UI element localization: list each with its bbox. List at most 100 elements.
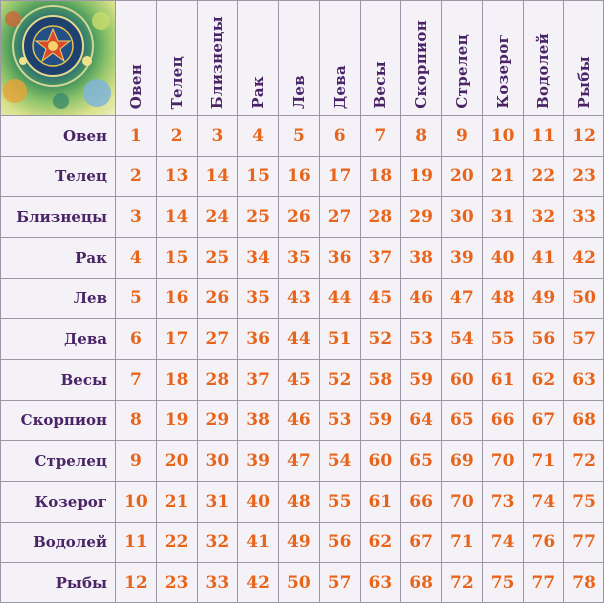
cell-value: 72 [572,451,596,472]
table-cell: 7 [115,358,156,400]
table-cell: 69 [441,440,482,481]
table-cell: 2 [155,115,197,156]
row-header-sign-10: Козерог [0,480,115,522]
cell-value: 65 [409,451,433,472]
table-cell: 56 [522,318,564,359]
table-cell: 11 [522,115,564,156]
row-header-sign-4: Рак [0,236,115,278]
table-cell: 3 [115,196,156,237]
table-cell: 30 [441,196,482,237]
table-cell: 10 [481,115,523,156]
table-cell: 66 [400,480,441,522]
table-cell: 5 [115,277,156,319]
cell-value: 53 [327,410,352,431]
column-header-label: Водолей [534,32,553,109]
column-header-sign-5: Лев [278,0,319,115]
table-cell: 47 [278,440,319,481]
table-cell: 16 [278,155,319,197]
cell-value: 31 [205,491,230,512]
table-cell: 68 [400,562,441,603]
cell-value: 42 [572,247,596,268]
table-cell: 19 [155,399,197,441]
cell-value: 31 [490,207,515,228]
cell-value: 29 [205,410,230,431]
cell-value: 27 [327,207,352,228]
table-cell: 32 [196,521,238,563]
table-cell: 43 [278,277,319,319]
table-cell: 59 [400,358,441,400]
cell-value: 55 [490,329,515,350]
cell-value: 35 [287,247,311,268]
table-cell: 41 [522,236,564,278]
table-cell: 65 [441,399,482,441]
table-cell: 74 [481,521,523,563]
cell-value: 18 [164,369,189,390]
cell-value: 64 [409,410,433,431]
table-cell: 72 [441,562,482,603]
row-header-label: Скорпион [20,411,107,430]
column-header-sign-8: Скорпион [400,0,441,115]
cell-value: 68 [409,573,433,594]
row-header-sign-8: Скорпион [0,399,115,441]
cell-value: 40 [490,247,515,268]
table-cell: 50 [563,277,604,319]
row-header-label: Козерог [34,492,107,511]
cell-value: 26 [287,207,311,228]
table-cell: 1 [115,115,156,156]
table-cell: 5 [278,115,319,156]
cell-value: 6 [129,329,142,350]
cell-value: 55 [327,491,352,512]
table-cell: 4 [115,236,156,278]
column-header-sign-7: Весы [359,0,401,115]
table-cell: 65 [400,440,441,481]
table-cell: 57 [563,318,604,359]
cell-value: 9 [129,451,142,472]
table-cell: 70 [481,440,523,481]
column-header-sign-10: Козерог [481,0,523,115]
cell-value: 72 [450,573,474,594]
cell-value: 52 [368,329,393,350]
table-cell: 30 [196,440,238,481]
table-cell: 56 [318,521,360,563]
table-cell: 59 [359,399,401,441]
row-header-sign-3: Близнецы [0,196,115,237]
cell-value: 19 [409,166,433,187]
row-header-sign-2: Телец [0,155,115,197]
cell-value: 21 [164,491,189,512]
table-cell: 39 [441,236,482,278]
cell-value: 48 [490,288,515,309]
table-cell: 23 [563,155,604,197]
table-cell: 35 [278,236,319,278]
cell-value: 39 [246,451,270,472]
table-cell: 54 [441,318,482,359]
cell-value: 7 [129,369,142,390]
cell-value: 8 [129,410,142,431]
cell-value: 1 [129,125,142,146]
table-cell: 33 [563,196,604,237]
table-cell: 8 [115,399,156,441]
cell-value: 11 [124,532,148,553]
table-cell: 7 [359,115,401,156]
table-cell: 10 [115,480,156,522]
table-cell: 57 [318,562,360,603]
column-header-label: Весы [371,61,390,109]
cell-value: 46 [409,288,433,309]
column-header-sign-9: Стрелец [441,0,482,115]
cell-value: 47 [450,288,474,309]
table-cell: 18 [155,358,197,400]
cell-value: 49 [531,288,556,309]
cell-value: 24 [205,207,230,228]
table-cell: 63 [563,358,604,400]
table-cell: 17 [155,318,197,359]
table-cell: 28 [196,358,238,400]
table-cell: 26 [278,196,319,237]
cell-value: 35 [246,288,270,309]
row-header-sign-7: Весы [0,358,115,400]
table-cell: 18 [359,155,401,197]
row-header-label: Лев [73,289,107,308]
cell-value: 77 [531,573,556,594]
cell-value: 40 [246,491,270,512]
cell-value: 32 [531,207,556,228]
table-cell: 77 [522,562,564,603]
column-header-label: Дева [330,64,349,109]
